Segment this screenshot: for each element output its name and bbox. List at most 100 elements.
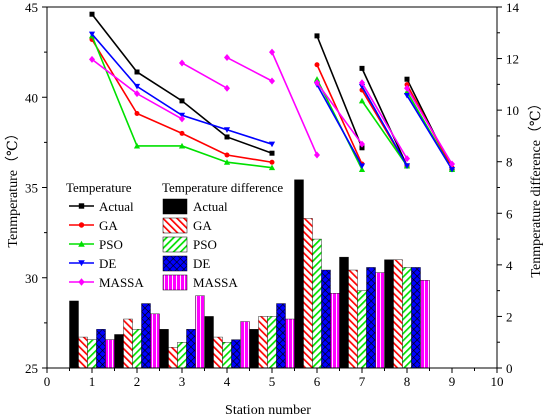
point-actual-station-2: [134, 69, 140, 75]
temperature-legend-entry-de: DE: [69, 256, 116, 271]
left-y-tick-label-45: 45: [25, 0, 38, 15]
point-massa-station-4: [224, 84, 230, 92]
line-de-segment-2: [316, 84, 363, 167]
difference-legend-entry-massa: MASSA: [162, 274, 238, 291]
point-de-station-5: [268, 141, 276, 148]
bar-series-de: [96, 267, 421, 369]
point-pso-station-7: [358, 166, 366, 172]
x-tick-label-9: 9: [449, 374, 456, 389]
difference-legend-label-ga: GA: [193, 218, 212, 233]
point-actual-station-5: [269, 150, 275, 156]
point-massa-station-8: [404, 84, 410, 92]
bar-de-station-4: [231, 339, 241, 369]
difference-legend-label-massa: MASSA: [193, 275, 238, 290]
line-actual-segment-3: [361, 68, 408, 167]
line-series-massa: [89, 48, 455, 168]
right-y-tick-label-12: 12: [506, 52, 519, 67]
bar-ga-station-7: [348, 269, 358, 369]
point-massa-station-5: [269, 48, 275, 56]
x-tick-label-10: 10: [491, 374, 504, 389]
bar-actual-station-8: [384, 259, 394, 369]
point-ga-station-6: [314, 62, 320, 68]
bar-pso-station-3: [177, 342, 187, 369]
difference-legend-swatch-massa: [162, 274, 188, 291]
difference-legend-entry-ga: GA: [162, 217, 212, 234]
point-de-station-8: [403, 163, 411, 169]
right-y-tick-label-4: 4: [506, 258, 513, 273]
point-massa-station-3: [179, 59, 185, 67]
point-massa-station-8: [404, 155, 410, 163]
temperature-legend-label-actual: Actual: [99, 199, 134, 214]
bar-actual-station-5: [249, 329, 259, 369]
x-tick-label-3: 3: [179, 374, 186, 389]
difference-legend-entry-de: DE: [162, 255, 210, 272]
line-massa-segment-6: [361, 82, 408, 160]
point-massa-station-7: [359, 79, 365, 87]
bar-ga-station-2: [123, 318, 133, 369]
point-massa-station-6: [314, 151, 320, 159]
point-ga-station-4: [224, 152, 230, 158]
temperature-legend-title: Temperature: [66, 180, 132, 195]
line-de-segment-4: [406, 95, 453, 170]
bar-pso-station-8: [402, 267, 412, 369]
difference-legend-title: Temperature difference: [162, 180, 283, 195]
point-actual-station-7: [359, 145, 365, 151]
difference-legend-swatch-pso: [162, 236, 188, 253]
left-y-axis-title: Tenmperature（℃）: [5, 126, 21, 247]
temperature-legend-label-pso: PSO: [99, 237, 123, 252]
temperature-legend-entry-ga: GA: [69, 218, 118, 233]
left-y-tick-label-40: 40: [25, 90, 38, 105]
point-de-station-7: [358, 163, 366, 169]
difference-bars: [69, 179, 430, 369]
line-massa-segment-7: [406, 87, 453, 165]
point-ga-station-5: [269, 159, 275, 165]
temperature-legend-entry-actual: Actual: [69, 199, 134, 214]
bar-pso-station-2: [132, 329, 142, 369]
bar-massa-station-2: [150, 313, 160, 369]
point-actual-station-1: [89, 11, 95, 17]
line-massa-segment-4: [271, 51, 318, 156]
x-tick-label-8: 8: [404, 374, 411, 389]
difference-legend-label-de: DE: [193, 256, 210, 271]
x-tick-label-1: 1: [89, 374, 96, 389]
right-y-axis-title: Tenmperature difference（℃）: [528, 96, 544, 277]
bar-massa-station-4: [240, 321, 250, 369]
bar-de-station-1: [96, 329, 106, 369]
point-de-station-2: [133, 83, 141, 90]
difference-legend-entry-pso: PSO: [162, 236, 217, 253]
bar-pso-station-6: [312, 238, 322, 369]
bar-massa-station-7: [375, 272, 385, 369]
temperature-legend-marker-actual: [78, 203, 85, 209]
difference-legend: Temperature difference Actual GA PSO DE MASS…: [162, 180, 283, 291]
bar-de-station-3: [186, 329, 196, 369]
temperature-legend-marker-ga: [78, 222, 85, 228]
point-massa-station-2: [134, 90, 140, 98]
left-y-tick-label-25: 25: [25, 361, 38, 376]
right-y-tick-label-10: 10: [506, 103, 519, 118]
bar-massa-station-1: [105, 339, 115, 369]
bar-pso-station-4: [222, 342, 232, 369]
point-actual-station-4: [224, 134, 230, 140]
bar-de-station-7: [366, 267, 376, 369]
temperature-legend-label-de: DE: [99, 256, 116, 271]
bar-de-station-2: [141, 303, 151, 369]
line-massa-segment-2: [181, 62, 228, 89]
difference-legend-swatch-actual: [162, 198, 188, 215]
x-tick-label-6: 6: [314, 374, 321, 389]
point-pso-station-7: [358, 97, 366, 104]
point-ga-station-3: [179, 130, 185, 136]
x-tick-label-5: 5: [269, 374, 276, 389]
x-tick-label-7: 7: [359, 374, 366, 389]
bar-massa-station-5: [285, 318, 295, 369]
difference-legend-label-actual: Actual: [193, 199, 228, 214]
bar-ga-station-1: [78, 336, 88, 369]
point-pso-station-4: [223, 159, 231, 165]
point-pso-station-5: [268, 164, 276, 171]
right-y-tick-label-2: 2: [506, 309, 513, 324]
bar-actual-station-6: [294, 179, 304, 369]
point-actual-station-6: [314, 33, 320, 39]
bar-actual-station-4: [204, 316, 214, 369]
point-pso-station-6: [313, 76, 321, 82]
